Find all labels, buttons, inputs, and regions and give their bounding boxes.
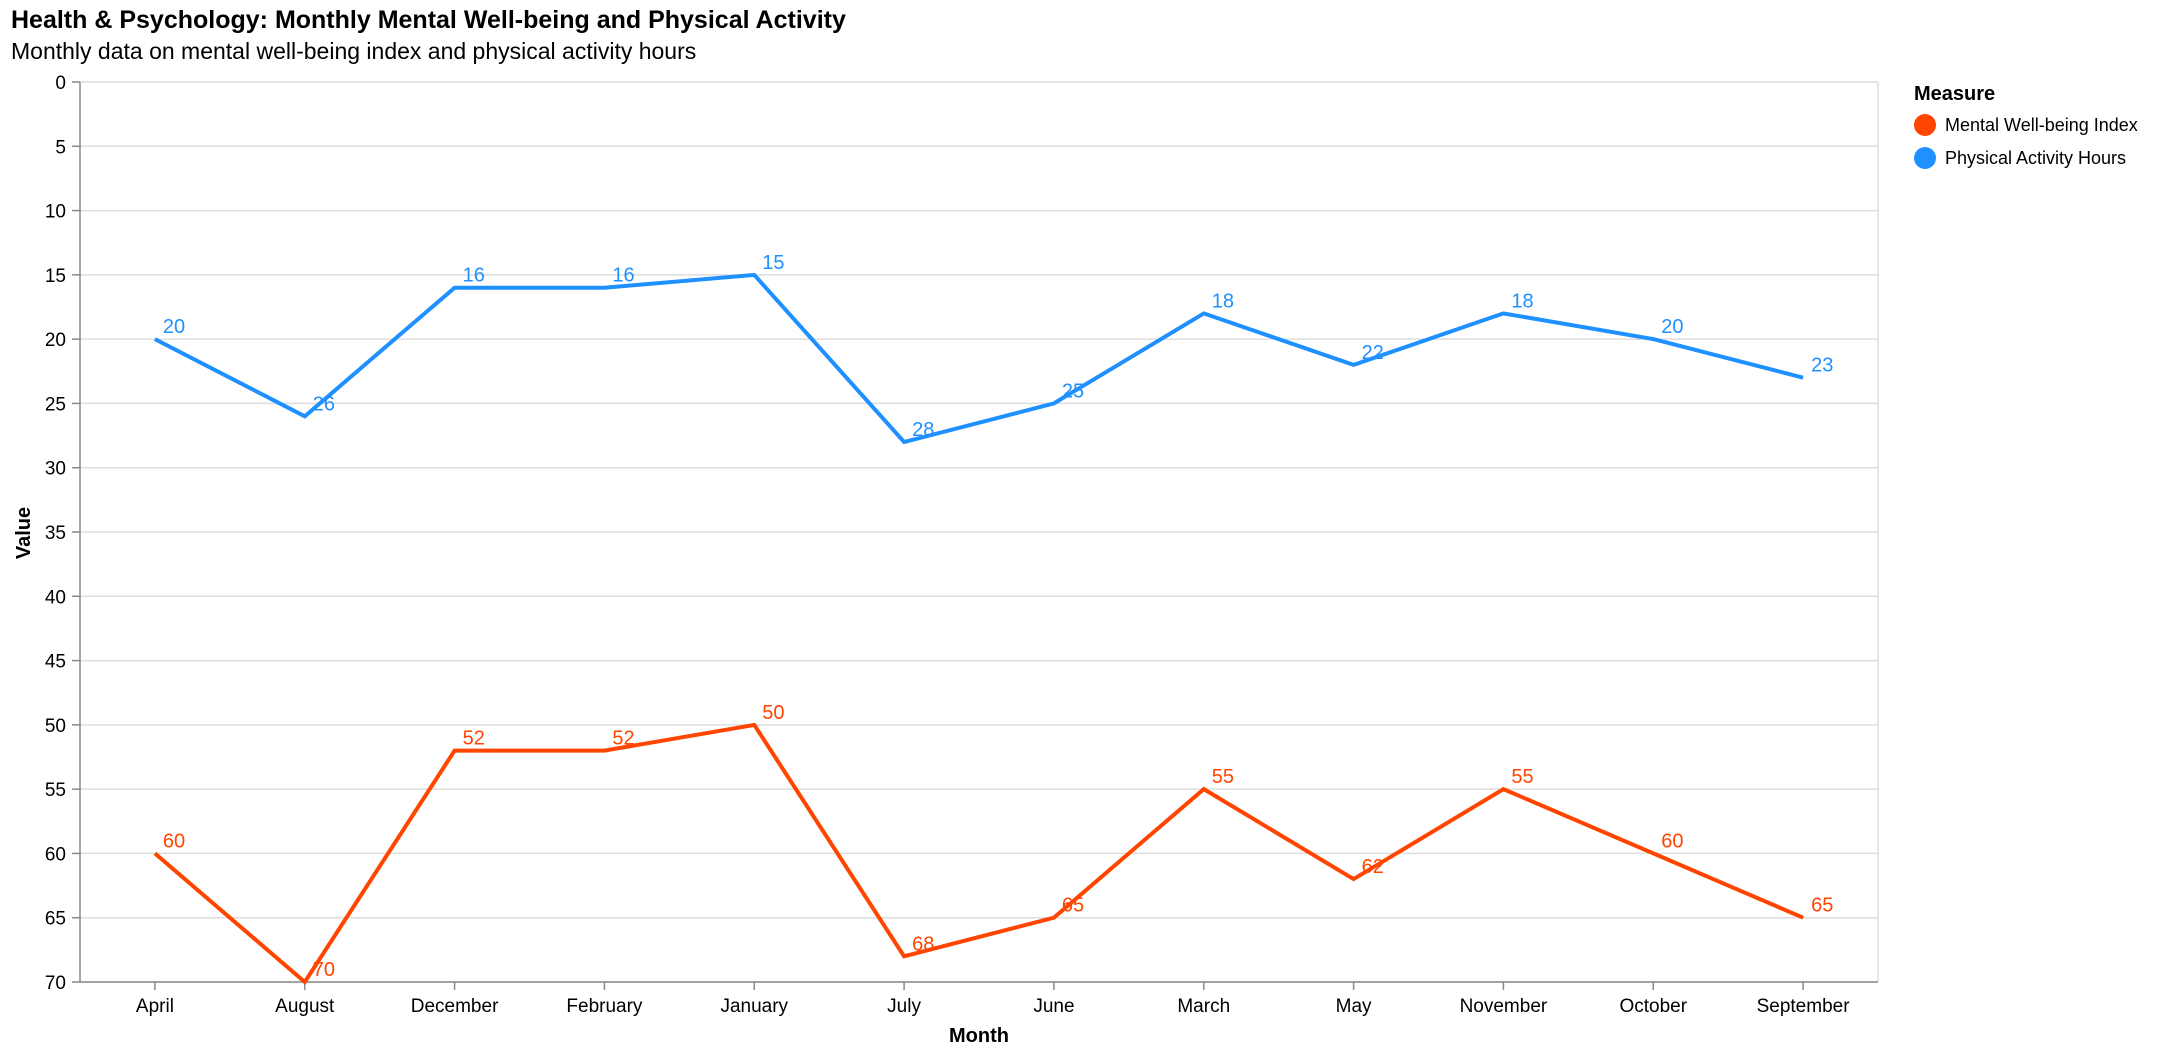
- data-label-mental-well-being-index-july: 68: [912, 933, 934, 955]
- x-tick-label-december: December: [411, 996, 499, 1017]
- data-label-mental-well-being-index-march: 55: [1212, 766, 1234, 788]
- y-tick-label-5: 5: [55, 137, 66, 158]
- y-tick-label-25: 25: [45, 394, 66, 415]
- legend-label-mental-well-being-index: Mental Well-being Index: [1945, 115, 2138, 135]
- data-label-mental-well-being-index-november: 55: [1511, 766, 1533, 788]
- data-label-physical-activity-hours-june: 25: [1062, 380, 1084, 402]
- data-label-physical-activity-hours-july: 28: [912, 419, 934, 441]
- legend-label-physical-activity-hours: Physical Activity Hours: [1945, 148, 2126, 168]
- data-label-physical-activity-hours-august: 26: [313, 393, 335, 415]
- gridlines: [80, 81, 1879, 983]
- x-tick-label-may: May: [1336, 996, 1372, 1017]
- data-label-physical-activity-hours-march: 18: [1212, 290, 1234, 312]
- data-label-mental-well-being-index-april: 60: [163, 830, 185, 852]
- data-label-mental-well-being-index-january: 50: [762, 702, 784, 724]
- y-tick-label-40: 40: [45, 587, 66, 608]
- x-tick-label-november: November: [1460, 996, 1548, 1017]
- x-tick-label-march: March: [1177, 996, 1230, 1017]
- data-label-mental-well-being-index-may: 62: [1362, 856, 1384, 878]
- x-tick-label-april: April: [136, 996, 174, 1017]
- x-tick-label-september: September: [1757, 996, 1851, 1017]
- legend: Measure Mental Well-being Index Physical …: [1914, 83, 2138, 169]
- series-layer: [153, 272, 1804, 986]
- data-label-physical-activity-hours-april: 20: [163, 316, 185, 338]
- y-tick-label-70: 70: [45, 973, 66, 994]
- axes: 0 5 10 15 20 25 30 35 40 45 50 55 60 65 70 April August D…: [45, 73, 1878, 1017]
- y-tick-label-65: 65: [45, 909, 66, 930]
- x-tick-label-july: July: [887, 996, 921, 1017]
- x-tick-label-february: February: [566, 996, 643, 1017]
- data-label-physical-activity-hours-december: 16: [463, 265, 485, 287]
- data-label-mental-well-being-index-october: 60: [1661, 830, 1683, 852]
- y-axis-title: Value: [13, 507, 35, 559]
- x-tick-label-august: August: [275, 996, 335, 1017]
- y-tick-label-30: 30: [45, 459, 66, 480]
- data-label-physical-activity-hours-february: 16: [612, 265, 634, 287]
- data-label-physical-activity-hours-september: 23: [1811, 355, 1833, 377]
- y-tick-label-10: 10: [45, 202, 66, 223]
- x-tick-label-january: January: [720, 996, 788, 1017]
- data-label-physical-activity-hours-january: 15: [762, 252, 784, 274]
- series-line-mental-well-being-index: [153, 722, 1804, 986]
- data-label-physical-activity-hours-november: 18: [1511, 290, 1533, 312]
- data-label-mental-well-being-index-september: 65: [1811, 895, 1833, 917]
- data-label-physical-activity-hours-may: 22: [1362, 342, 1384, 364]
- x-tick-label-october: October: [1619, 996, 1687, 1017]
- y-tick-label-35: 35: [45, 523, 66, 544]
- y-tick-label-45: 45: [45, 652, 66, 673]
- y-tick-label-15: 15: [45, 266, 66, 287]
- legend-title: Measure: [1914, 83, 1995, 105]
- legend-swatch-mental-well-being-index: [1914, 114, 1936, 136]
- chart-subtitle: Monthly data on mental well-being index …: [11, 38, 697, 64]
- legend-swatch-physical-activity-hours: [1914, 147, 1936, 169]
- y-tick-label-50: 50: [45, 716, 66, 737]
- data-label-mental-well-being-index-december: 52: [463, 728, 485, 750]
- y-tick-label-60: 60: [45, 844, 66, 865]
- y-tick-label-55: 55: [45, 780, 66, 801]
- data-label-mental-well-being-index-june: 65: [1062, 895, 1084, 917]
- x-tick-label-june: June: [1033, 996, 1074, 1017]
- series-line-physical-activity-hours: [153, 272, 1804, 445]
- x-axis-title: Month: [949, 1025, 1009, 1047]
- data-labels: 60 70 52 52 50 68 65 55 62 55 60 65 20 26 16 16 15 28 25 18…: [163, 252, 1833, 981]
- chart-title: Health & Psychology: Monthly Mental Well…: [11, 6, 846, 34]
- y-tick-label-20: 20: [45, 330, 66, 351]
- data-label-physical-activity-hours-october: 20: [1661, 316, 1683, 338]
- y-tick-label-0: 0: [55, 73, 66, 94]
- data-label-mental-well-being-index-february: 52: [612, 728, 634, 750]
- data-label-mental-well-being-index-august: 70: [313, 959, 335, 981]
